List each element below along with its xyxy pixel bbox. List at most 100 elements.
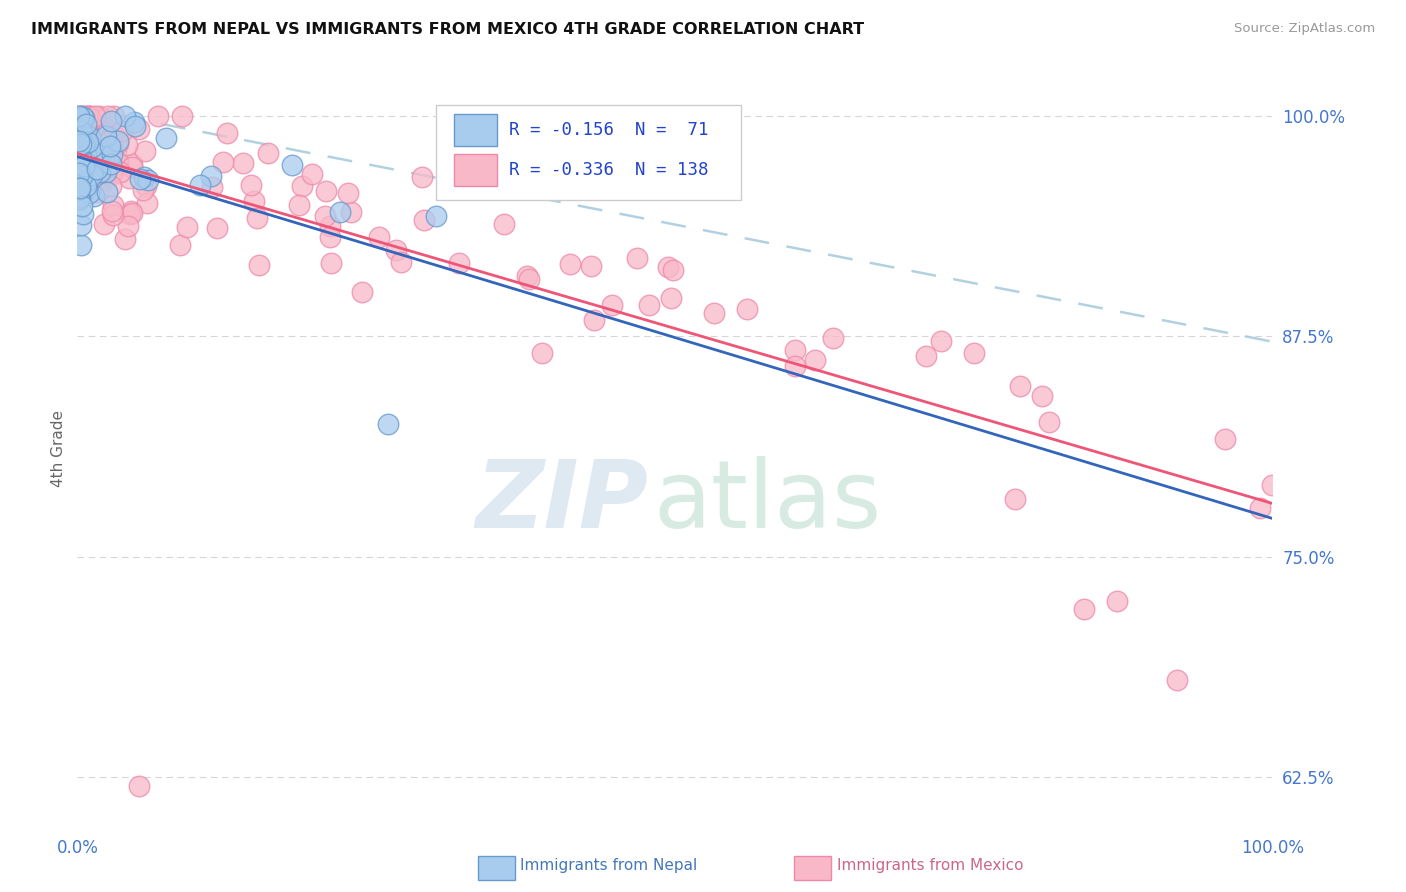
Point: [75, 158, 97, 172]
Point: [67, 113, 90, 128]
Point: [1038, 415, 1060, 429]
Point: [100, 130, 122, 145]
Point: [93, 120, 115, 135]
Point: [211, 155, 233, 169]
Point: [83, 189, 105, 203]
Text: Immigrants from Mexico: Immigrants from Mexico: [837, 858, 1024, 872]
Point: [1261, 478, 1284, 492]
Point: [67, 153, 90, 168]
Point: [657, 260, 679, 275]
Point: [93, 175, 115, 189]
Point: [69, 151, 91, 165]
Point: [75, 116, 97, 130]
Point: [188, 178, 211, 192]
Point: [100, 168, 122, 182]
Point: [75, 184, 97, 198]
Point: [247, 258, 270, 272]
Point: [77, 109, 100, 123]
Point: [86, 162, 108, 177]
Point: [1250, 500, 1272, 515]
Point: [914, 350, 936, 364]
Point: [73, 137, 96, 152]
Point: [75, 160, 97, 174]
Point: [135, 196, 157, 211]
Point: [93, 151, 115, 165]
Point: [69, 190, 91, 204]
Point: [87, 185, 110, 199]
Point: [232, 156, 254, 170]
Point: [73, 159, 96, 173]
Point: [339, 204, 361, 219]
Text: Immigrants from Nepal: Immigrants from Nepal: [520, 858, 697, 872]
Point: [1107, 593, 1129, 607]
Point: [124, 119, 146, 133]
Point: [79, 168, 101, 182]
Point: [79, 130, 101, 145]
Point: [83, 169, 105, 184]
Point: [69, 159, 91, 173]
Point: [76, 124, 98, 138]
Point: [67, 185, 90, 199]
Point: [132, 170, 155, 185]
Point: [70, 109, 93, 123]
Point: [75, 154, 97, 169]
Point: [315, 184, 337, 198]
Point: [94, 165, 117, 179]
Point: [281, 158, 304, 172]
Point: [785, 359, 807, 373]
Point: [94, 128, 117, 143]
Point: [111, 124, 134, 138]
Point: [67, 109, 90, 123]
Point: [128, 779, 150, 793]
Point: [100, 165, 122, 179]
Point: [67, 181, 90, 195]
Point: [80, 169, 103, 183]
Point: [67, 145, 90, 160]
Point: [301, 167, 323, 181]
Text: atlas: atlas: [654, 456, 882, 548]
Point: [93, 218, 115, 232]
Point: [72, 110, 94, 124]
Point: [103, 128, 125, 143]
Point: [735, 301, 758, 316]
Point: [336, 186, 359, 200]
Text: R = -0.336  N = 138: R = -0.336 N = 138: [509, 161, 709, 179]
Point: [73, 144, 96, 158]
Point: [76, 135, 98, 149]
Point: [319, 230, 342, 244]
Point: [1166, 673, 1188, 687]
Point: [118, 207, 141, 221]
Point: [100, 178, 122, 193]
Point: [96, 126, 118, 140]
Point: [70, 135, 93, 149]
Point: [239, 178, 262, 193]
Point: [659, 292, 682, 306]
Point: [87, 109, 110, 123]
FancyBboxPatch shape: [454, 114, 496, 146]
Point: [67, 150, 90, 164]
Point: [84, 158, 107, 172]
Point: [67, 182, 90, 196]
Point: [425, 209, 447, 223]
Point: [100, 114, 122, 128]
Point: [76, 119, 98, 133]
Point: [412, 213, 434, 227]
Point: [1213, 432, 1236, 446]
Point: [101, 146, 124, 161]
Point: [73, 146, 96, 161]
Point: [963, 346, 986, 360]
Point: [115, 138, 138, 153]
Point: [89, 165, 111, 179]
Point: [77, 178, 100, 192]
Point: [785, 343, 807, 357]
Point: [804, 352, 827, 367]
Point: [128, 122, 150, 136]
Point: [76, 172, 98, 186]
Point: [201, 180, 224, 194]
Point: [73, 111, 96, 125]
Point: [121, 161, 143, 175]
Point: [1073, 602, 1095, 616]
Point: [79, 109, 101, 123]
Point: [169, 237, 191, 252]
Point: [319, 219, 342, 233]
